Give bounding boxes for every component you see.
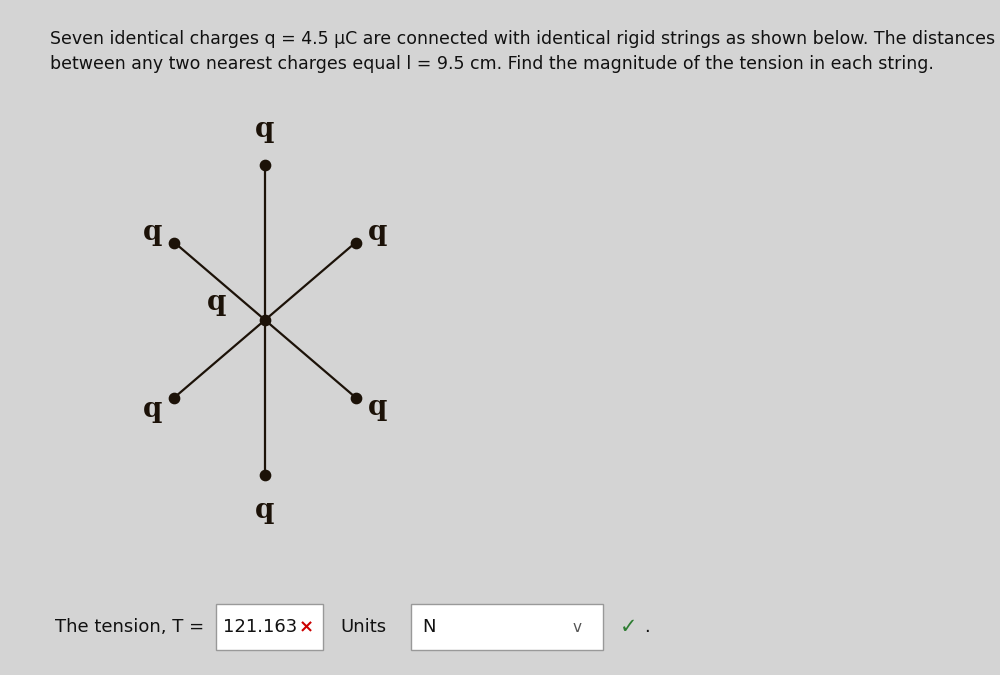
Text: The tension, T =: The tension, T = <box>55 618 210 636</box>
Text: q: q <box>143 396 162 423</box>
Text: ×: × <box>299 618 314 636</box>
Text: q: q <box>255 116 275 143</box>
Text: N: N <box>422 618 436 636</box>
Text: q: q <box>368 219 387 246</box>
Point <box>348 237 364 248</box>
Text: v: v <box>572 620 582 634</box>
Text: ✓: ✓ <box>620 617 637 637</box>
Text: Units: Units <box>340 618 386 636</box>
Point <box>166 392 182 403</box>
Text: q: q <box>207 288 227 315</box>
Point <box>257 315 273 325</box>
Text: q: q <box>368 394 387 421</box>
Point <box>257 159 273 170</box>
Text: q: q <box>255 497 275 524</box>
Text: q: q <box>143 219 162 246</box>
FancyBboxPatch shape <box>411 604 603 650</box>
Point <box>348 392 364 403</box>
Text: .: . <box>644 618 650 636</box>
Point <box>257 470 273 481</box>
Text: Seven identical charges q = 4.5 μC are connected with identical rigid strings as: Seven identical charges q = 4.5 μC are c… <box>50 30 995 73</box>
Text: 121.163: 121.163 <box>223 618 297 636</box>
Point <box>166 237 182 248</box>
FancyBboxPatch shape <box>216 604 323 650</box>
